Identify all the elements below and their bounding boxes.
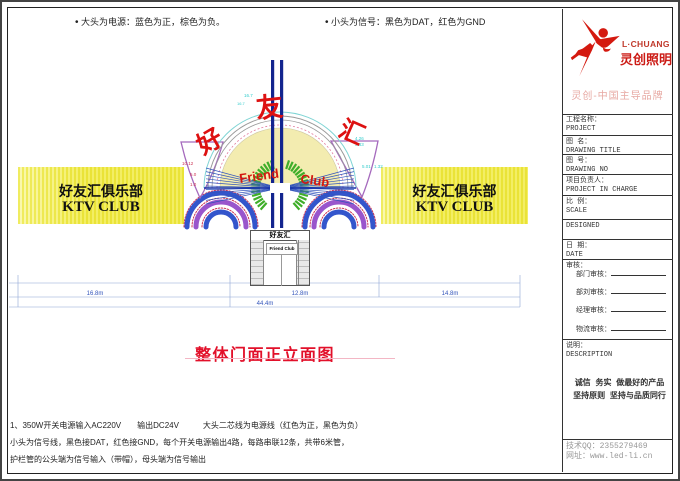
svg-text:12.8m: 12.8m xyxy=(292,291,309,297)
svg-text:16.8m: 16.8m xyxy=(87,291,104,297)
svg-text:14.8m: 14.8m xyxy=(442,291,459,297)
svg-text:44.4m: 44.4m xyxy=(257,301,274,307)
